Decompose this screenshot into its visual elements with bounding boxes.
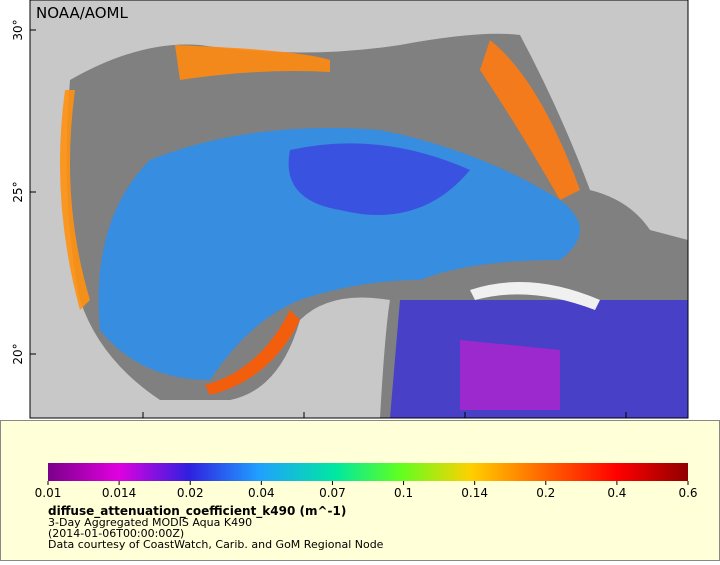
credit: NOAA/AOML [36,4,129,22]
legend-line: 3-Day Aggregated MODIS Aqua K490 [48,516,252,529]
colorbar-label: 0.014 [102,486,136,500]
colorbar-label: 0.14 [461,486,488,500]
blue-field [98,128,581,380]
lat-label: 30° [11,19,25,40]
colorbar-label: 0.04 [248,486,275,500]
florida [580,0,688,150]
colorbar-label: 0.07 [319,486,346,500]
colorbar-ticks: 0.01 0.014 0.02 0.04 0.07 0.1 0.14 0.2 0.4 0.6 [35,481,698,500]
colorbar-label: 0.01 [35,486,62,500]
legend-line: (2014-01-06T00:00:00Z) [48,527,184,540]
variable-name: diffuse_attenuation_coefficient_k490 (m^… [48,504,346,519]
colorbar [48,463,688,481]
caribbean-low [460,340,560,410]
colorbar-label: 0.1 [394,486,413,500]
colorbar-label: 0.02 [177,486,204,500]
coastal-high-east [480,40,580,200]
colorbar-label: 0.6 [678,486,697,500]
coastal-high-south [205,310,300,395]
coastal-high-west [60,90,90,310]
legend-lines: 3-Day Aggregated MODIS Aqua K490(2014-01… [48,516,384,551]
cuba [470,282,600,310]
map-frame [29,0,689,419]
lat-label: 25° [11,181,25,202]
colorbar-label: 0.2 [536,486,555,500]
deep-water [288,143,470,215]
lat-label: 20° [11,343,25,364]
colorbar-label: 0.4 [607,486,626,500]
legend-line: Data courtesy of CoastWatch, Carib. and … [48,538,384,551]
lat-axis: 30° 25° 20° [11,19,36,365]
coastal-high-north [175,45,330,80]
